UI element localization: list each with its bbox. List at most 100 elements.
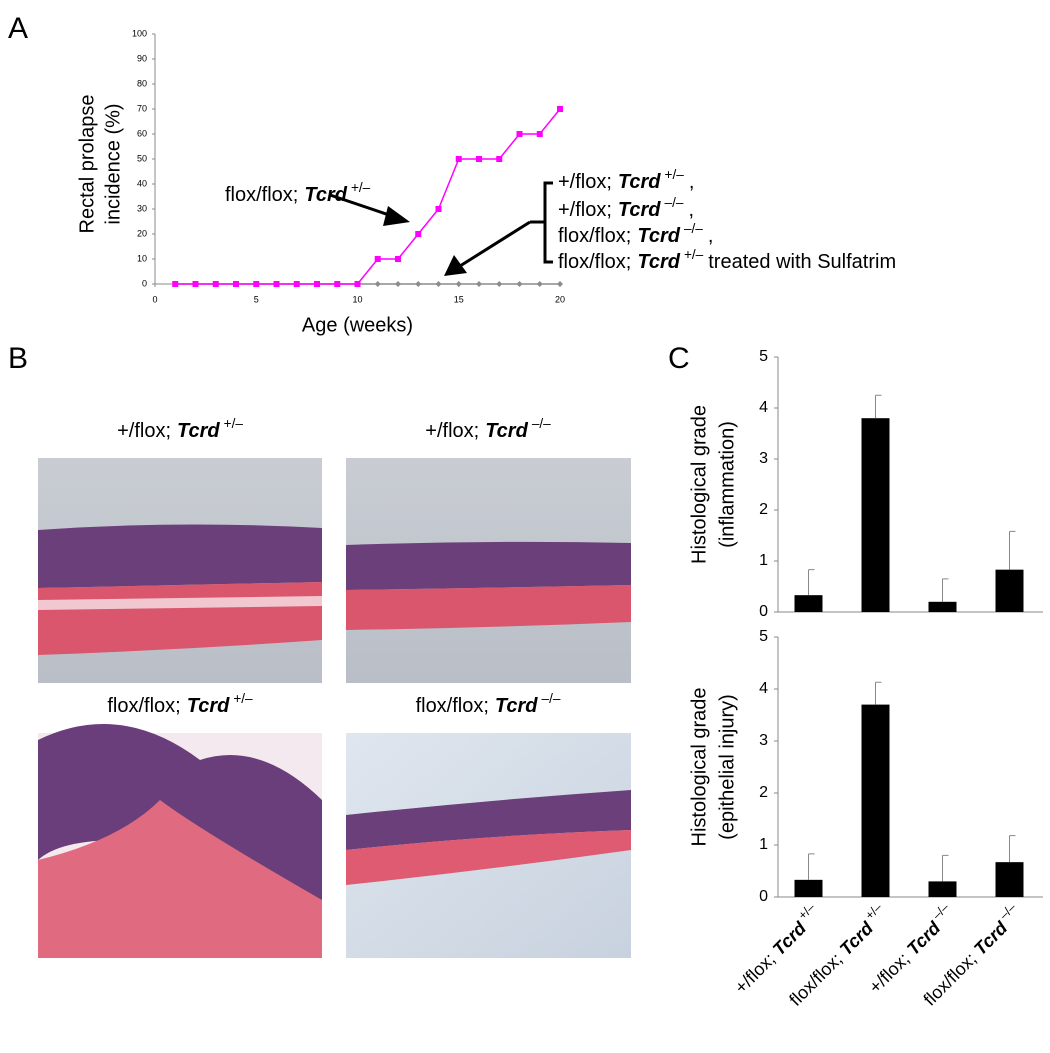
x-tick-label: 20 xyxy=(555,294,565,304)
data-point xyxy=(496,156,503,162)
y-tick-label: 3 xyxy=(759,732,768,749)
y-tick-label: 40 xyxy=(137,178,147,188)
genotype-label: flox/flox; Tcrd –/–, xyxy=(558,221,713,248)
data-point xyxy=(273,281,280,287)
y-tick-label: 1 xyxy=(759,552,768,569)
gene-name: Tcrd xyxy=(618,199,661,221)
genotype-superscript: +/– xyxy=(796,900,818,922)
panel-label: A xyxy=(8,12,28,45)
data-point xyxy=(455,156,462,162)
data-point xyxy=(415,281,422,287)
genotype-superscript: –/– xyxy=(542,691,561,706)
error-bar xyxy=(875,394,882,419)
bar xyxy=(995,862,1024,897)
data-point xyxy=(516,281,523,287)
bar xyxy=(794,879,823,897)
gene-name: Tcrd xyxy=(769,917,811,959)
data-point xyxy=(557,281,563,287)
y-tick-label: 4 xyxy=(759,399,768,416)
error-bar xyxy=(1009,530,1016,570)
genotype-prefix: flox/flox; xyxy=(416,695,489,717)
y-tick-label: 0 xyxy=(759,603,768,620)
annotation-arrow xyxy=(329,181,553,276)
y-axis-label: (inflammation) xyxy=(716,421,738,548)
genotype-prefix: flox/flox; xyxy=(107,695,180,717)
data-point xyxy=(496,281,503,287)
panel-label: C xyxy=(668,342,690,375)
y-tick-label: 70 xyxy=(137,103,147,113)
genotype-prefix: +/flox; xyxy=(730,949,778,997)
data-line xyxy=(175,108,561,285)
y-axis-label: (epithelial injury) xyxy=(716,694,738,840)
gene-name: Tcrd xyxy=(485,420,528,442)
bar xyxy=(995,569,1024,612)
y-tick-label: 10 xyxy=(137,253,147,263)
y-tick-label: 20 xyxy=(137,228,147,238)
genotype-superscript: +/– xyxy=(233,691,253,706)
y-axis-label: incidence (%) xyxy=(102,103,124,224)
y-tick-label: 5 xyxy=(759,628,768,645)
error-bar xyxy=(808,853,815,880)
gene-name: Tcrd xyxy=(187,695,230,717)
data-point xyxy=(557,106,563,112)
error-bar xyxy=(808,569,815,596)
genotype-suffix: , xyxy=(708,225,714,247)
y-tick-label: 2 xyxy=(759,784,768,801)
bar xyxy=(794,595,823,612)
y-tick-label: 90 xyxy=(137,53,147,63)
gene-name: Tcrd xyxy=(836,917,878,959)
data-point xyxy=(233,281,239,287)
data-point xyxy=(435,206,442,212)
genotype-prefix: flox/flox; xyxy=(558,251,631,273)
genotype-label: +/flox; Tcrd –/– xyxy=(425,416,551,443)
data-point xyxy=(415,231,422,237)
x-tick-label: 10 xyxy=(352,294,362,304)
y-tick-label: 60 xyxy=(137,128,147,138)
bar xyxy=(928,601,957,612)
genotype-prefix: +/flox; xyxy=(117,420,171,442)
gene-name: Tcrd xyxy=(903,917,945,959)
gene-name: Tcrd xyxy=(970,917,1012,959)
genotype-suffix: , xyxy=(688,199,694,221)
data-point xyxy=(314,281,320,287)
y-tick-label: 100 xyxy=(132,28,147,38)
data-point xyxy=(455,281,462,287)
genotype-superscript: –/– xyxy=(930,900,952,922)
genotype-label: flox/flox; Tcrd +/– treated with Sulfatrim xyxy=(558,247,896,274)
data-point xyxy=(374,256,381,262)
data-point xyxy=(253,281,260,287)
y-tick-label: 5 xyxy=(759,348,768,365)
genotype-superscript: +/– xyxy=(863,900,885,922)
histology-image xyxy=(38,458,322,683)
genotype-suffix: treated with Sulfatrim xyxy=(708,251,896,273)
data-point xyxy=(334,281,341,287)
bar xyxy=(928,881,957,897)
y-axis-label: Rectal prolapse xyxy=(76,95,98,234)
data-point xyxy=(516,131,523,137)
gene-name: Tcrd xyxy=(618,171,661,193)
genotype-superscript: –/– xyxy=(665,195,684,210)
data-point xyxy=(395,256,401,262)
genotype-prefix: +/flox; xyxy=(558,199,612,221)
genotype-prefix: flox/flox; xyxy=(785,949,846,1010)
genotype-prefix: +/flox; xyxy=(558,171,612,193)
genotype-superscript: +/– xyxy=(684,247,704,262)
y-tick-label: 0 xyxy=(142,278,147,288)
error-bar xyxy=(942,854,949,882)
data-point xyxy=(192,281,199,287)
y-axis-label: Histological grade xyxy=(688,688,710,847)
error-bar xyxy=(942,578,949,602)
genotype-superscript: –/– xyxy=(532,416,551,431)
data-point xyxy=(293,281,300,287)
genotype-superscript: +/– xyxy=(224,416,244,431)
histology-image xyxy=(346,458,631,683)
genotype-superscript: –/– xyxy=(684,221,703,236)
x-tick-label: 0 xyxy=(152,294,157,304)
y-tick-label: 2 xyxy=(759,501,768,518)
y-tick-label: 0 xyxy=(759,888,768,905)
genotype-superscript: +/– xyxy=(351,180,371,195)
panel-label: B xyxy=(8,342,28,375)
genotype-label: flox/flox; Tcrd –/– xyxy=(416,691,561,718)
bar xyxy=(861,704,890,897)
